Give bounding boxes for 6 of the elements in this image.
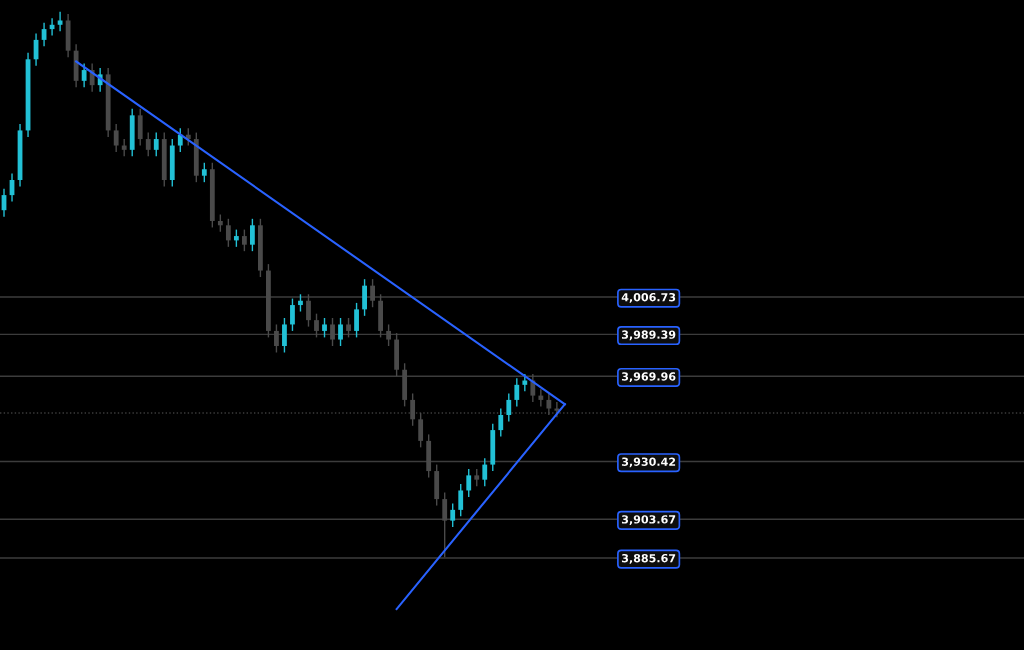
y-tick-label: 3,903.67 <box>621 515 676 525</box>
y-tick-label: 3,930.42 <box>621 457 676 468</box>
y-tick-label: 4,006.73 <box>621 292 676 303</box>
y-tick-label: 3,885.67 <box>621 553 676 564</box>
y-tick-label: 3,989.39 <box>621 330 676 341</box>
y-tick-label: 3,969.96 <box>621 372 676 383</box>
